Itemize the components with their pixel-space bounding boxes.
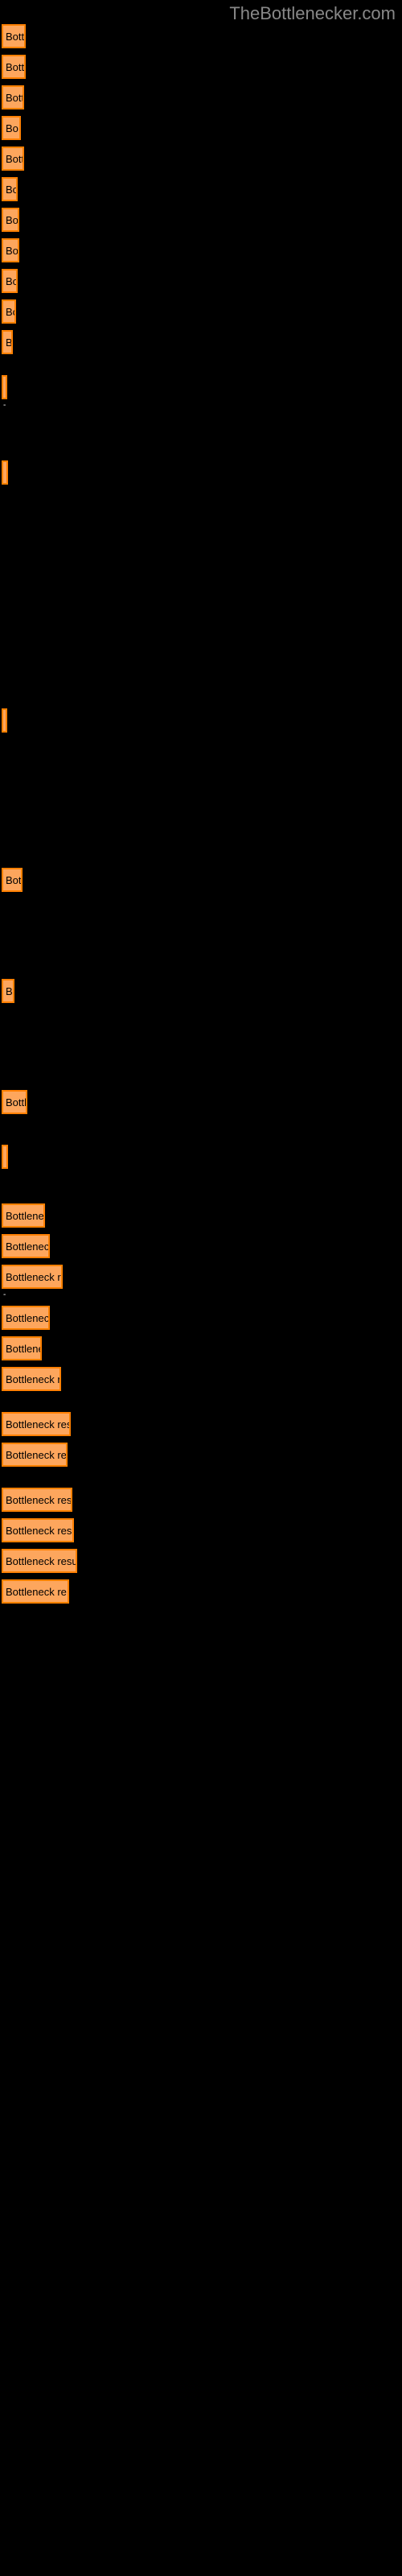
bar-row: Bottl xyxy=(2,55,402,79)
bar-row: Bo xyxy=(2,177,402,201)
bar-label-below: - xyxy=(3,1290,402,1299)
bar-row: Bottlenec xyxy=(2,1234,402,1258)
bar-row: Bottleneck res xyxy=(2,1412,402,1436)
bar-row: Bottleneck re xyxy=(2,1443,402,1467)
bar: Bottleneck re xyxy=(2,1579,69,1604)
bar xyxy=(2,460,8,485)
bar xyxy=(2,708,7,733)
bar: Bo xyxy=(2,116,21,140)
bar: Bottl xyxy=(2,55,26,79)
bar: Bottlenec xyxy=(2,1234,50,1258)
bar-row xyxy=(2,460,402,485)
bar: Bottleneck res xyxy=(2,1488,72,1512)
bar: Bott xyxy=(2,85,24,109)
bar: B xyxy=(2,979,14,1003)
bar-row: Bo xyxy=(2,299,402,324)
bar: Bottlene xyxy=(2,1203,45,1228)
bar: Bo xyxy=(2,269,18,293)
bar: Bottl xyxy=(2,24,26,48)
bar-label-below: - xyxy=(3,401,402,410)
bar-row: Bo xyxy=(2,208,402,232)
watermark-text: TheBottlenecker.com xyxy=(229,3,396,24)
bar-row: Bott xyxy=(2,147,402,171)
bar-row: Bottleneck resu xyxy=(2,1518,402,1542)
bar-row: B xyxy=(2,330,402,354)
bar-chart: Bottl Bottl Bott Bo Bott Bo Bo Bo Bo Bo B - Bot B Bott… xyxy=(0,0,402,1604)
bar-row xyxy=(2,1145,402,1169)
bar: Bot xyxy=(2,868,23,892)
bar-row: B xyxy=(2,979,402,1003)
bar: Bottlene xyxy=(2,1336,42,1360)
bar: Bottleneck r xyxy=(2,1265,63,1289)
bar-row: Bottleneck r- xyxy=(2,1265,402,1299)
bar-row xyxy=(2,708,402,733)
bar: Bottleneck xyxy=(2,1306,50,1330)
bar-row: Bottl xyxy=(2,1090,402,1114)
bar xyxy=(2,1145,8,1169)
bar: Bottleneck r xyxy=(2,1367,61,1391)
bar-row: Bottlene xyxy=(2,1203,402,1228)
bar-row: Bottleneck re xyxy=(2,1579,402,1604)
bar: Bo xyxy=(2,208,19,232)
bar: Bottl xyxy=(2,1090,27,1114)
bar-row: Bottlene xyxy=(2,1336,402,1360)
bar-row: Bottleneck resu xyxy=(2,1549,402,1573)
bar-row: Bottleneck res xyxy=(2,1488,402,1512)
bar-row: Bottl xyxy=(2,24,402,48)
bar: Bo xyxy=(2,177,18,201)
bar: Bott xyxy=(2,147,24,171)
bar: Bottleneck resu xyxy=(2,1518,74,1542)
bar: Bottleneck re xyxy=(2,1443,68,1467)
bar: B xyxy=(2,330,13,354)
bar-row: - xyxy=(2,375,402,410)
bar xyxy=(2,375,7,399)
bar-row: Bottleneck xyxy=(2,1306,402,1330)
bar: Bo xyxy=(2,299,16,324)
bar-row: Bo xyxy=(2,116,402,140)
bar-row: Bottleneck r xyxy=(2,1367,402,1391)
bar-row: Bo xyxy=(2,269,402,293)
bar-row: Bott xyxy=(2,85,402,109)
bar: Bottleneck resu xyxy=(2,1549,77,1573)
bar-row: Bo xyxy=(2,238,402,262)
bar-row: Bot xyxy=(2,868,402,892)
bar: Bo xyxy=(2,238,19,262)
bar: Bottleneck res xyxy=(2,1412,71,1436)
